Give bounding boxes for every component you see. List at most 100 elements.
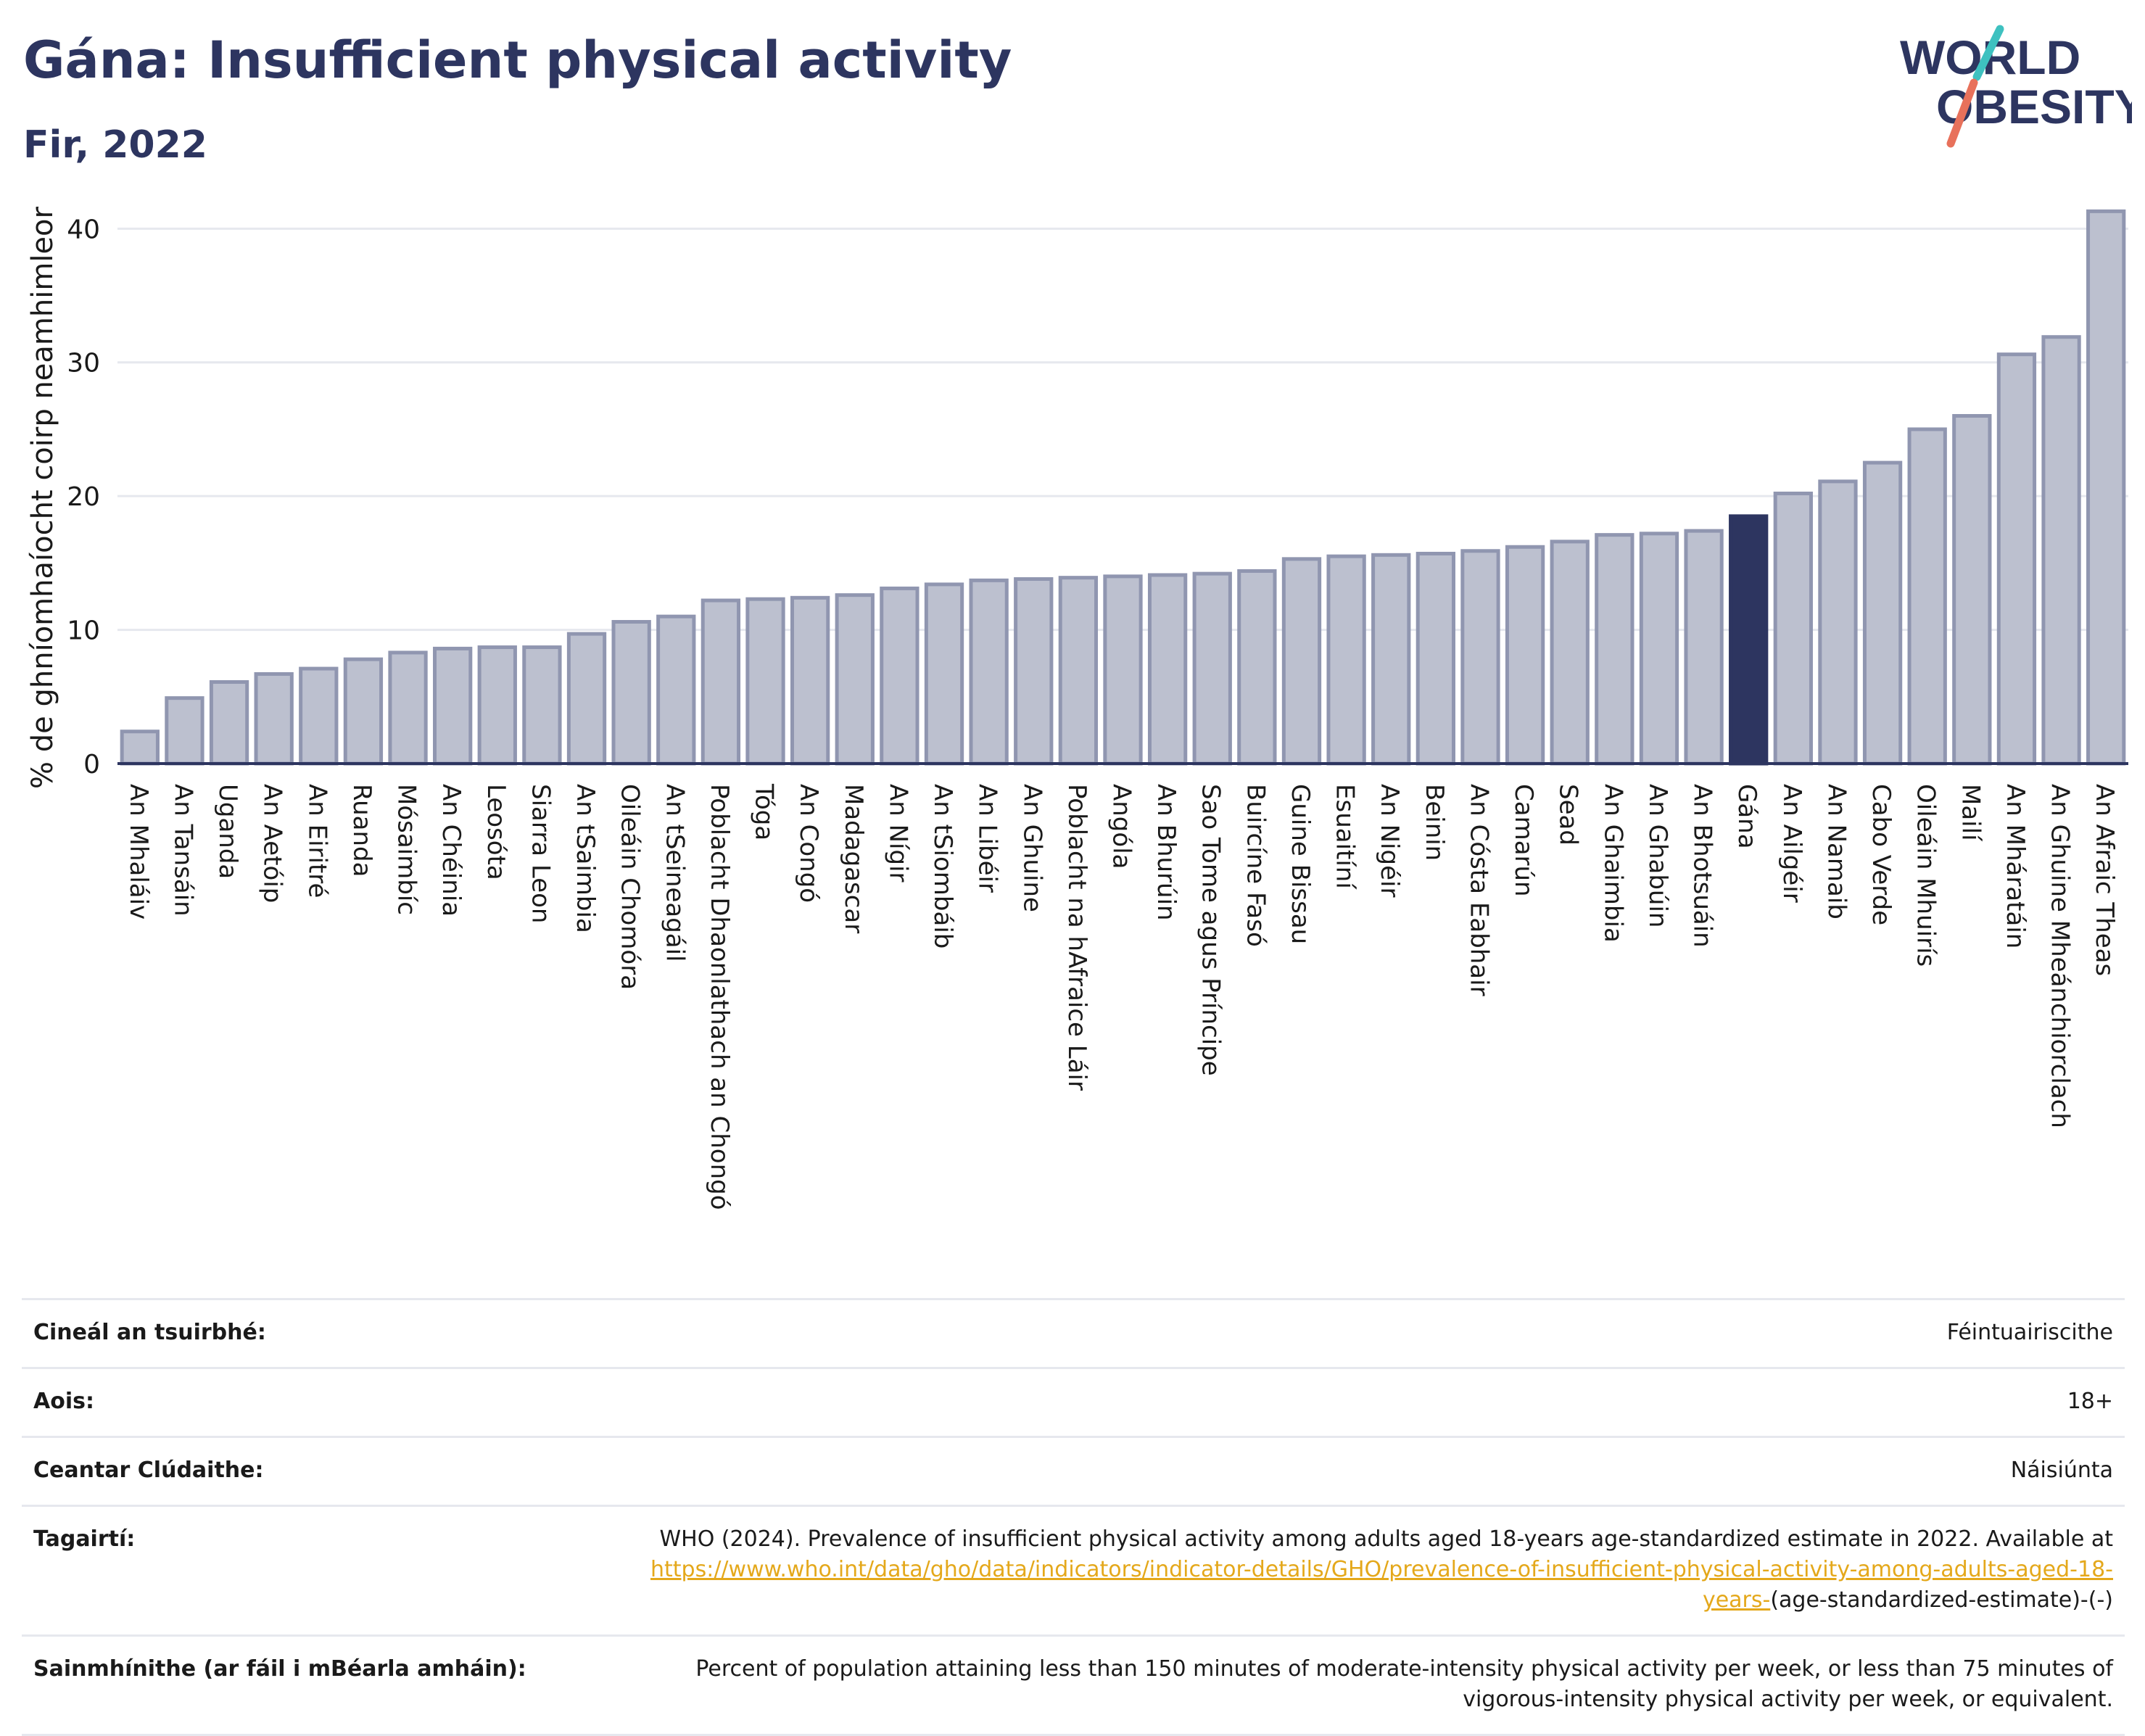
bar — [299, 666, 339, 766]
bar — [969, 578, 1009, 766]
bar — [1550, 540, 1590, 766]
reference-suffix: (age-standardized-estimate)-(-) — [1770, 1587, 2113, 1613]
bar — [477, 645, 517, 766]
bar — [924, 582, 964, 766]
bar — [1192, 571, 1232, 766]
y-tick-label: 20 — [67, 482, 100, 512]
x-tick-label: Ruanda — [347, 784, 376, 877]
bar — [1415, 551, 1456, 766]
info-value: Náisiúnta — [2010, 1458, 2113, 1483]
bar — [1996, 352, 2037, 766]
bar — [790, 595, 830, 766]
metadata-table: Cineál an tsuirbhé: Féintuairiscithe Aoi… — [22, 1298, 2125, 1736]
x-tick-label: Buircíne Fasó — [1241, 784, 1270, 947]
x-tick-label: Sao Tome agus Príncipe — [1197, 784, 1226, 1076]
x-tick-label: Cabo Verde — [1867, 784, 1896, 925]
bar — [1460, 549, 1500, 766]
x-tick-label: Uganda — [213, 784, 242, 879]
x-tick-label: Mósaimbíc — [392, 784, 421, 915]
bar — [1237, 569, 1277, 766]
logo-slash-top — [1972, 25, 2004, 81]
x-tick-label: An Congó — [794, 784, 823, 903]
bar — [1684, 529, 1724, 766]
bar — [566, 632, 607, 766]
x-tick-label: An tSiombáib — [928, 784, 957, 948]
x-tick-label: Siarra Leon — [526, 784, 555, 923]
x-tick-label: An Nígir — [883, 784, 912, 883]
chart-subtitle: Fir, 2022 — [23, 123, 207, 167]
bar — [120, 729, 160, 766]
axes: 0 10 20 30 40 % de ghníomhaíocht coirp neamhi… — [26, 206, 2128, 789]
x-tick-label: An Tansáin — [168, 784, 197, 917]
x-tick-label: An Libéir — [973, 784, 1002, 893]
bar — [209, 680, 249, 766]
bar — [2086, 209, 2126, 766]
info-value: 18+ — [2067, 1389, 2113, 1414]
info-label: Ceantar Clúdaithe: — [33, 1458, 264, 1483]
bar — [343, 657, 384, 766]
bar — [1371, 553, 1411, 766]
x-tick-label: An Namaib — [1822, 784, 1851, 919]
x-tick-label: An Bhurúin — [1152, 784, 1181, 921]
bars — [120, 209, 2126, 766]
bar — [1818, 479, 1858, 766]
x-tick-label: An Ghuine — [1017, 784, 1046, 912]
x-tick-label: An Mhaláiv — [124, 784, 153, 919]
x-tick-label: An Ghabúin — [1643, 784, 1672, 927]
x-tick-label: An Ghaimbia — [1598, 784, 1627, 943]
logo-slash-bottom — [1946, 78, 1978, 148]
x-tick-label: Tóga — [750, 783, 779, 840]
bar-highlight — [1729, 514, 1769, 766]
bar — [522, 645, 562, 766]
bar — [1773, 491, 1813, 766]
category-labels: An Mhaláiv An Tansáin Uganda An Aetóip An Ei… — [124, 783, 2119, 1210]
info-value-reference: WHO (2024). Prevalence of insufficient p… — [596, 1506, 2125, 1636]
bar — [165, 696, 204, 766]
x-tick-label: Guine Bissau — [1286, 784, 1315, 944]
y-tick-label: 40 — [67, 215, 100, 244]
y-tick-label: 10 — [67, 616, 100, 646]
bar — [1952, 414, 1992, 766]
x-tick-label: An Nigéir — [1375, 784, 1404, 897]
info-label: Aois: — [33, 1389, 94, 1414]
bar-chart: 0 10 20 30 40 % de ghníomhaíocht coirp neamhi… — [26, 206, 2128, 1210]
bar — [2041, 335, 2081, 766]
x-tick-label: Oileáin Mhuirís — [1912, 784, 1941, 967]
x-tick-label: An Mháratáin — [2001, 784, 2030, 948]
x-tick-label: An tSeineagáil — [660, 784, 689, 962]
bar — [700, 598, 741, 766]
x-tick-label: Beinin — [1420, 784, 1449, 861]
x-tick-label: Poblacht Dhaonlathach an Chongó — [705, 784, 734, 1210]
x-tick-label: Gána — [1732, 784, 1761, 849]
info-row-references: Tagairtí: WHO (2024). Prevalence of insu… — [22, 1505, 2125, 1636]
bar — [745, 597, 785, 766]
x-tick-label: An Ghuine Mheánchiorclach — [2046, 784, 2075, 1128]
bar — [1281, 557, 1322, 766]
x-tick-label: An Cósta Eabhair — [1464, 784, 1493, 996]
x-tick-label: Oileáin Chomóra — [616, 784, 645, 990]
bar — [1326, 554, 1366, 766]
info-label: Tagairtí: — [33, 1526, 136, 1552]
y-tick-label: 0 — [83, 750, 100, 780]
info-label: Sainmhínithe (ar fáil i mBéarla amháin): — [33, 1656, 526, 1682]
x-tick-label: An Afraic Theas — [2090, 784, 2119, 976]
bar — [1862, 460, 1903, 766]
bar — [433, 646, 473, 766]
bar — [1639, 532, 1679, 766]
info-row-definitions: Sainmhínithe (ar fáil i mBéarla amháin):… — [22, 1635, 2125, 1735]
x-tick-label: Camarún — [1509, 784, 1538, 897]
bar — [388, 650, 428, 766]
x-tick-label: Sead — [1554, 784, 1583, 846]
x-tick-label: Poblacht na hAfraice Láir — [1062, 784, 1091, 1091]
x-tick-label: Esuaitíní — [1331, 784, 1360, 890]
world-obesity-logo: WORLD OBESITY — [1900, 25, 2132, 148]
info-value: Féintuairiscithe — [1946, 1320, 2113, 1345]
bar — [1058, 576, 1099, 766]
x-tick-label: Angóla — [1107, 784, 1136, 869]
y-axis-title: % de ghníomhaíocht coirp neamhimleor — [26, 206, 59, 788]
chart-title: Gána: Insufficient physical activity — [23, 30, 1012, 90]
x-tick-label: An Chéinia — [437, 784, 466, 917]
reference-link[interactable]: https://www.who.int/data/gho/data/indica… — [650, 1557, 2113, 1613]
bar — [835, 593, 875, 766]
reference-text: WHO (2024). Prevalence of insufficient p… — [659, 1526, 2113, 1552]
